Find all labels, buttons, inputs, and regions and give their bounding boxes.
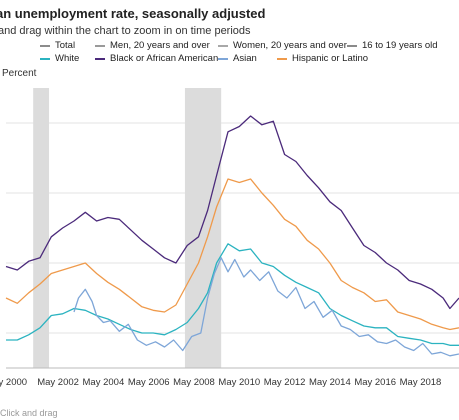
gridlines xyxy=(6,122,459,334)
series-lines xyxy=(5,115,459,357)
series-line-black-or-african-american xyxy=(5,115,459,310)
legend-item-teens[interactable]: 16 to 19 years old xyxy=(347,40,438,51)
footer-note: Click and drag xyxy=(0,408,58,418)
legend-swatch-total xyxy=(40,44,50,47)
y-axis-label: Percent xyxy=(2,68,37,79)
legend-label-men: Men, 20 years and over xyxy=(110,40,210,51)
legend-label-white: White xyxy=(55,53,80,64)
series-line-hispanic-or-latino xyxy=(5,178,459,331)
legend-item-hispanic[interactable]: Hispanic or Latino xyxy=(277,53,368,64)
x-tick-label-3: May 2006 xyxy=(128,377,170,388)
legend-label-black: Black or African American xyxy=(110,53,219,64)
legend-item-men[interactable]: Men, 20 years and over xyxy=(95,40,210,51)
legend-label-teens: 16 to 19 years old xyxy=(362,40,438,51)
x-tick-label-9: May 2018 xyxy=(400,377,442,388)
chart-subtitle: and drag within the chart to zoom in on … xyxy=(0,25,251,37)
legend-swatch-asian xyxy=(218,57,228,60)
series-line-white xyxy=(6,243,459,346)
legend-item-white[interactable]: White xyxy=(40,53,79,64)
legend-swatch-teens xyxy=(347,44,357,47)
x-tick-label-2: May 2004 xyxy=(83,377,125,388)
x-tick-label-8: May 2016 xyxy=(354,377,396,388)
legend-swatch-men xyxy=(95,44,105,47)
x-tick-label-7: May 2014 xyxy=(309,377,351,388)
legend-label-asian: Asian xyxy=(233,53,257,64)
series-line-asian xyxy=(73,257,459,357)
x-tick-label-1: May 2002 xyxy=(37,377,79,388)
x-axis: y 2000 May 2002 May 2004 May 2006 May 2008 Ma… xyxy=(0,367,459,388)
legend-swatch-women xyxy=(218,44,228,47)
recession-band-1 xyxy=(184,88,222,368)
legend-item-black[interactable]: Black or African American xyxy=(95,53,218,64)
legend-swatch-white xyxy=(40,57,50,60)
x-tick-label-5: May 2010 xyxy=(218,377,260,388)
chart-legend: Total Men, 20 years and over Women, 20 y… xyxy=(0,0,459,70)
legend-item-total[interactable]: Total xyxy=(40,40,75,51)
x-tick-label-0: y 2000 xyxy=(0,377,27,388)
recession-band-0 xyxy=(33,88,50,368)
x-tick-label-6: May 2012 xyxy=(264,377,306,388)
x-tick-label-4: May 2008 xyxy=(173,377,215,388)
legend-label-women: Women, 20 years and over xyxy=(233,40,347,51)
chart-title: an unemployment rate, seasonally adjuste… xyxy=(0,6,266,21)
recession-bands xyxy=(33,88,222,368)
legend-item-asian[interactable]: Asian xyxy=(218,53,257,64)
legend-label-total: Total xyxy=(55,40,76,51)
legend-label-hispanic: Hispanic or Latino xyxy=(292,53,369,64)
legend-swatch-hispanic xyxy=(277,57,287,60)
legend-item-women[interactable]: Women, 20 years and over xyxy=(218,40,347,51)
legend-swatch-black xyxy=(95,57,105,60)
